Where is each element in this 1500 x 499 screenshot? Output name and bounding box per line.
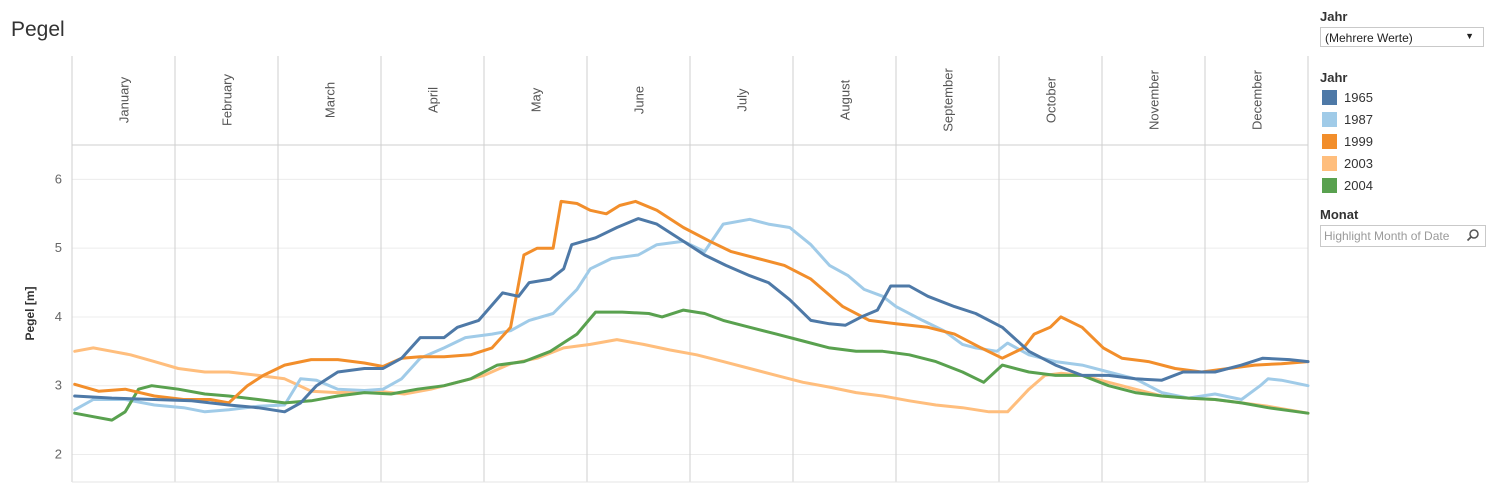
search-icon	[1466, 229, 1479, 242]
legend-label: 2003	[1344, 156, 1373, 171]
legend-title: Jahr	[1320, 70, 1348, 85]
legend-swatch	[1322, 134, 1337, 149]
legend-swatch	[1322, 178, 1337, 193]
y-tick-label: 6	[55, 171, 62, 186]
month-label-may: May	[529, 87, 544, 112]
series-lines	[73, 199, 1310, 422]
legend-swatch	[1322, 156, 1337, 171]
month-label-november: November	[1147, 69, 1162, 130]
highlight-label: Monat	[1320, 207, 1359, 222]
legend-label: 1999	[1344, 134, 1373, 149]
month-label-june: June	[632, 86, 647, 114]
y-axis-label: Pegel [m]	[23, 286, 37, 340]
month-label-february: February	[220, 73, 235, 126]
month-label-december: December	[1250, 69, 1265, 130]
series-line-1965[interactable]	[73, 217, 1310, 414]
series-line-1987[interactable]	[73, 217, 1310, 414]
legend-label: 2004	[1344, 178, 1373, 193]
y-tick-label: 4	[55, 309, 62, 324]
grid-lines	[71, 56, 1309, 483]
legend-label: 1987	[1344, 112, 1373, 127]
y-tick-label: 5	[55, 240, 62, 255]
dropdown-arrow-icon: ▼	[1465, 31, 1474, 41]
month-label-january: January	[117, 76, 132, 123]
y-tick-label: 3	[55, 378, 62, 393]
month-label-july: July	[735, 88, 750, 112]
filter-value: (Mehrere Werte)	[1325, 31, 1413, 45]
month-label-september: September	[941, 68, 956, 132]
legend-swatch	[1322, 112, 1337, 127]
month-label-april: April	[426, 87, 441, 113]
year-filter-dropdown[interactable]: (Mehrere Werte) ▼	[1320, 27, 1484, 47]
series-line-2004[interactable]	[73, 308, 1310, 422]
filter-label: Jahr	[1320, 9, 1348, 24]
series-line-1999[interactable]	[73, 199, 1310, 405]
y-axis: 2 3 4 5 6 Pegel [m]	[23, 171, 62, 461]
page-title: Pegel	[11, 18, 65, 41]
month-label-october: October	[1044, 76, 1059, 123]
line-chart: January February March April May June July Augu…	[23, 56, 1310, 483]
month-headers: January February March April May June July Augu…	[117, 68, 1265, 132]
highlight-month-input[interactable]: Highlight Month of Date	[1320, 225, 1486, 247]
highlight-placeholder: Highlight Month of Date	[1324, 229, 1450, 243]
legend-swatch	[1322, 90, 1337, 105]
month-label-march: March	[323, 82, 338, 118]
legend-label: 1965	[1344, 90, 1373, 105]
month-label-august: August	[838, 79, 853, 120]
y-tick-label: 2	[55, 446, 62, 461]
